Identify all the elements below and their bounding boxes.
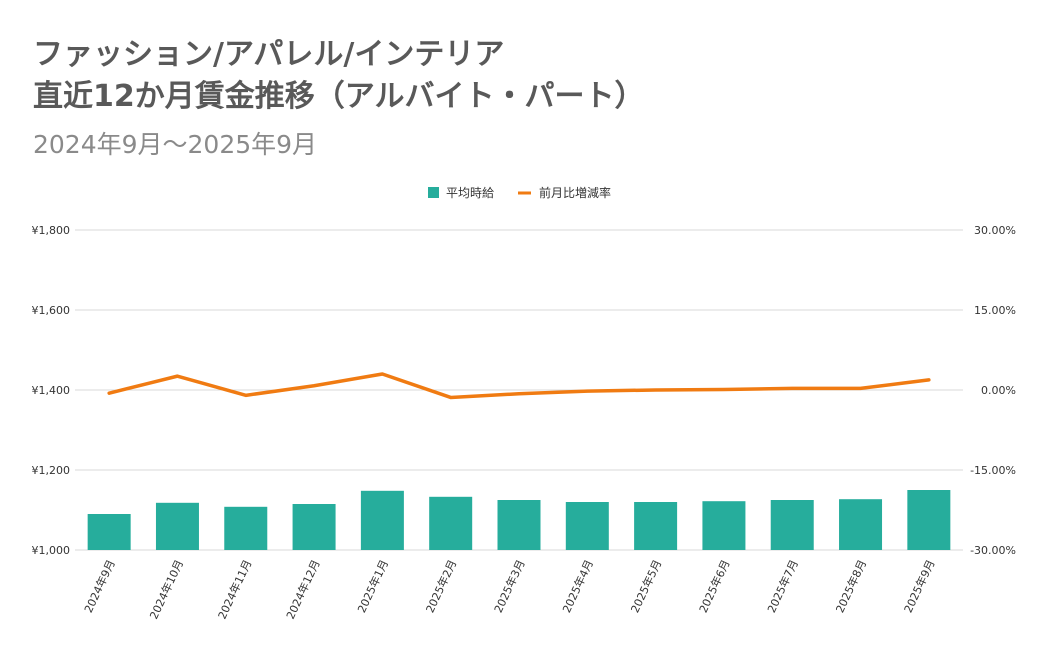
x-tick-label: 2024年9月 <box>81 557 118 615</box>
legend-bar-swatch <box>428 187 439 198</box>
bar <box>360 490 404 550</box>
bar <box>155 502 199 550</box>
x-tick-label: 2025年9月 <box>901 557 938 615</box>
bar <box>292 504 336 550</box>
x-tick-label: 2025年5月 <box>628 557 665 615</box>
y-axis-right: -30.00% -15.00% 0.00% 15.00% 30.00% <box>970 224 1016 557</box>
line-point <box>517 392 521 395</box>
line-point <box>381 372 384 376</box>
line-point <box>654 388 657 392</box>
line-series <box>107 372 931 400</box>
x-tick-label: 2025年4月 <box>559 557 596 615</box>
bar <box>634 502 678 550</box>
legend-bar-label: 平均時給 <box>446 186 494 200</box>
line-point <box>859 387 862 390</box>
line-point <box>586 389 589 393</box>
line-point <box>722 388 726 391</box>
legend-line-label: 前月比増減率 <box>539 185 611 200</box>
bar <box>770 500 814 550</box>
bar <box>702 501 746 550</box>
line-point <box>107 392 111 395</box>
y-left-tick-label: ¥1,000 <box>32 544 71 557</box>
line-point <box>176 374 179 378</box>
y-left-tick-label: ¥1,800 <box>32 224 71 237</box>
line-point <box>312 384 316 387</box>
x-tick-label: 2025年2月 <box>423 557 460 615</box>
line-point <box>244 394 247 397</box>
bar <box>224 506 268 550</box>
y-left-tick-label: ¥1,400 <box>32 384 71 397</box>
chart-subtitle: 2024年9月～2025年9月 <box>33 130 318 159</box>
y-left-tick-label: ¥1,200 <box>32 464 71 477</box>
y-right-tick-label: -15.00% <box>970 464 1016 477</box>
y-right-tick-label: 15.00% <box>974 304 1016 317</box>
chart-title: ファッション/アパレル/インテリア 直近12か月賃金推移（アルバイト・パート） <box>33 34 644 118</box>
chart-title-line-2: 直近12か月賃金推移（アルバイト・パート） <box>33 79 645 114</box>
legend: 平均時給 前月比増減率 <box>428 185 611 200</box>
x-tick-label: 2024年11月 <box>215 557 255 621</box>
y-right-tick-label: -30.00% <box>970 544 1016 557</box>
x-tick-label: 2025年6月 <box>696 557 733 615</box>
y-right-tick-label: 0.00% <box>981 384 1016 397</box>
bar-series <box>87 490 951 550</box>
line-point <box>449 396 452 399</box>
bar <box>497 500 541 550</box>
chart-title-line-1: ファッション/アパレル/インテリア <box>33 37 505 72</box>
y-left-tick-label: ¥1,600 <box>32 304 71 317</box>
x-tick-label: 2024年10月 <box>146 557 186 621</box>
x-tick-label: 2024年12月 <box>283 557 323 621</box>
x-tick-label: 2025年7月 <box>764 557 801 615</box>
bar <box>907 490 951 550</box>
bar <box>565 502 609 550</box>
x-tick-label: 2025年3月 <box>491 557 528 615</box>
bar <box>87 514 131 550</box>
line-point <box>927 378 931 382</box>
x-tick-label: 2025年8月 <box>832 557 869 615</box>
line-point <box>791 387 794 390</box>
y-right-tick-label: 30.00% <box>974 224 1016 237</box>
bar <box>839 499 883 550</box>
x-tick-label: 2025年1月 <box>354 557 391 615</box>
bar <box>429 496 473 550</box>
y-axis-left: ¥1,000 ¥1,200 ¥1,400 ¥1,600 ¥1,800 <box>32 224 71 557</box>
x-axis: 2024年9月 2024年10月 2024年11月 2024年12月 2025年1月 20… <box>81 557 937 621</box>
